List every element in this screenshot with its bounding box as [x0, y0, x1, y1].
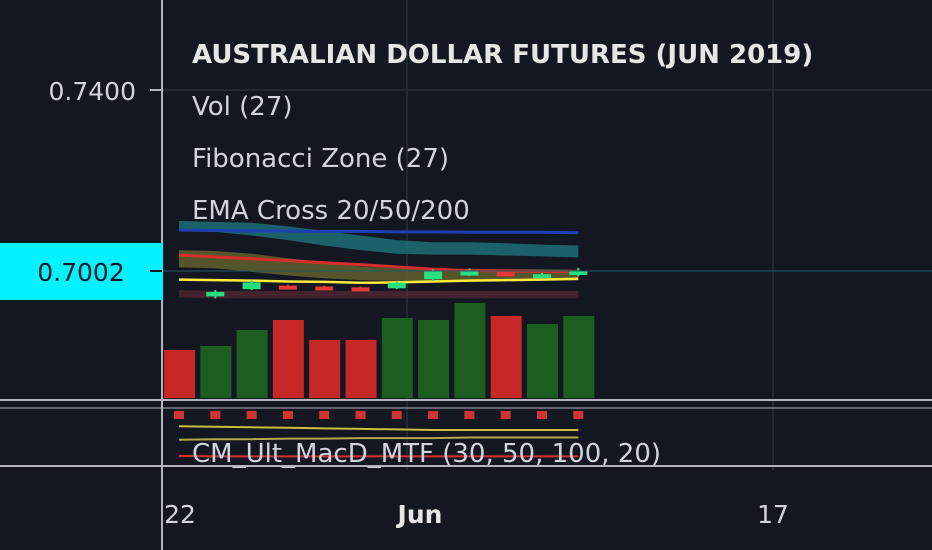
macd-zero-line — [178, 454, 579, 458]
legend-vol[interactable]: Vol (27) — [192, 92, 293, 122]
time-tick-label: Jun — [396, 500, 443, 529]
macd-signal-line — [178, 436, 579, 441]
macd-histogram-bar — [464, 411, 475, 419]
macd-histogram-bar — [246, 411, 257, 419]
ema-50-line — [178, 277, 579, 285]
volume-bar — [418, 320, 450, 398]
fib-zone-band — [179, 250, 579, 282]
legend-title: AUSTRALIAN DOLLAR FUTURES (JUN 2019) — [192, 40, 813, 70]
macd-line — [178, 425, 579, 431]
macd-histogram-bar — [500, 411, 511, 419]
volume-bar — [454, 303, 486, 398]
volume-bar — [381, 318, 413, 398]
volume-bar — [164, 350, 195, 398]
fib-zone-band — [179, 290, 579, 299]
macd-pane-label[interactable]: CM_Ult_MacD_MTF (30, 50, 100, 20) — [192, 439, 661, 469]
price-axis[interactable]: 0.7400 0.7002 — [0, 0, 163, 550]
candle-body — [351, 287, 370, 292]
macd-histogram-bar — [391, 411, 402, 419]
volume-bar — [563, 316, 595, 398]
legend: AUSTRALIAN DOLLAR FUTURES (JUN 2019) Vol… — [192, 40, 813, 226]
macd-histogram-bar — [282, 411, 293, 419]
volume-bar — [490, 316, 522, 398]
macd-histogram-bar — [428, 411, 439, 419]
ema-200-line — [178, 228, 579, 235]
current-price-label: 0.7002 — [37, 258, 124, 287]
volume-bar — [236, 330, 268, 398]
candle-body — [460, 271, 479, 276]
legend-fibonacci[interactable]: Fibonacci Zone (27) — [192, 144, 449, 174]
candle-body — [206, 291, 225, 297]
price-tick-label: 0.7400 — [49, 77, 136, 106]
macd-histogram-bar — [573, 411, 584, 419]
candle-body — [315, 286, 334, 291]
macd-pane-layer — [174, 411, 584, 458]
candle-body — [242, 282, 261, 290]
volume-bar — [527, 324, 558, 398]
candle-body — [496, 272, 515, 277]
volume-bar — [272, 320, 304, 398]
time-axis[interactable]: 22 Jun 17 — [164, 500, 789, 529]
candle-body — [424, 271, 443, 280]
volume-bar — [309, 340, 341, 398]
macd-histogram-bar — [210, 411, 221, 419]
macd-histogram-bar — [537, 411, 547, 419]
macd-histogram-bar — [355, 411, 366, 419]
candle-body — [569, 271, 588, 275]
volume-bar — [345, 340, 377, 398]
current-price-badge — [0, 243, 163, 300]
macd-histogram-bar — [174, 411, 184, 419]
candle-body — [533, 274, 551, 279]
volume-layer — [164, 303, 595, 398]
time-tick-label: 22 — [164, 500, 196, 529]
candle-body — [387, 282, 406, 289]
volume-bar — [200, 346, 232, 398]
legend-ema[interactable]: EMA Cross 20/50/200 — [192, 196, 470, 226]
candle-body — [278, 285, 297, 290]
time-tick-label: 17 — [757, 500, 789, 529]
macd-histogram-bar — [319, 411, 330, 419]
candlestick-layer — [206, 267, 588, 299]
